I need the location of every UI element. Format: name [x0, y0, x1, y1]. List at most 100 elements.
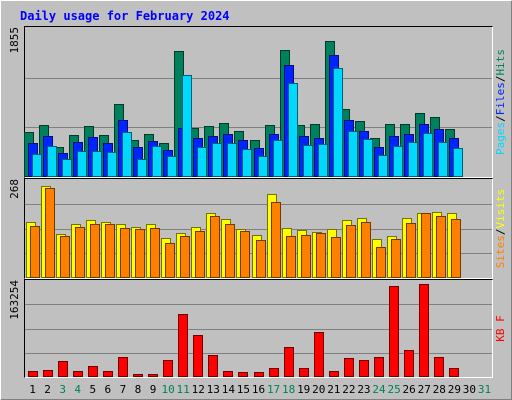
bar-sites-day-16	[256, 240, 266, 278]
bar-kb-f-day-23	[359, 360, 369, 377]
bar-pages-day-3	[62, 159, 72, 177]
bar-sites-day-29	[451, 219, 461, 278]
bar-sites-day-23	[361, 222, 371, 278]
bar-sites-day-24	[376, 247, 386, 278]
bar-pages-day-27	[423, 133, 433, 177]
bar-pages-day-16	[258, 156, 268, 177]
bar-pages-day-28	[438, 142, 448, 177]
bar-sites-day-17	[271, 202, 281, 278]
bar-sites-day-15	[240, 231, 250, 278]
bar-kb-f-day-16	[254, 372, 264, 377]
x-tick-label-day-3: 3	[59, 383, 66, 396]
bar-sites-day-1	[30, 226, 40, 278]
bar-pages-day-4	[77, 151, 87, 177]
bar-sites-day-8	[135, 229, 145, 278]
bar-kb-f-day-21	[329, 371, 339, 377]
bar-pages-day-20	[318, 144, 328, 177]
x-tick-label-day-26: 26	[403, 383, 416, 396]
bar-sites-day-9	[150, 228, 160, 278]
x-tick-label-day-27: 27	[418, 383, 431, 396]
bar-sites-day-28	[436, 216, 446, 278]
middle-plot-border-light	[25, 179, 493, 279]
top-plot-border-light	[25, 27, 493, 178]
top-plot-border-dark	[24, 26, 493, 178]
bottom-ymax-label: 163254	[8, 280, 21, 320]
bar-kb-f-day-12	[193, 335, 203, 377]
x-tick-label-day-30: 30	[463, 383, 476, 396]
x-tick-label-day-28: 28	[433, 383, 446, 396]
bar-pages-day-7	[122, 132, 132, 177]
chart-title: Daily usage for February 2024	[20, 9, 230, 23]
bar-pages-day-29	[453, 148, 463, 177]
bar-kb-f-day-22	[344, 358, 354, 377]
bar-pages-day-18	[288, 83, 298, 177]
legend-entry: Files	[494, 82, 507, 115]
x-tick-label-day-18: 18	[282, 383, 295, 396]
bar-sites-day-4	[75, 227, 85, 278]
bar-kb-f-day-25	[389, 286, 399, 377]
middle-panel: 268 Sites/Visits	[8, 178, 507, 279]
legend-entry: /	[494, 76, 507, 83]
bar-pages-day-15	[242, 149, 252, 177]
middle-plot-border-dark	[24, 178, 493, 279]
bar-sites-day-25	[391, 239, 401, 278]
x-tick-label-day-7: 7	[120, 383, 127, 396]
bar-pages-day-10	[167, 156, 177, 177]
legend-entry: Visits	[494, 189, 507, 229]
bottom-plot-area	[25, 280, 492, 377]
bar-sites-day-10	[165, 243, 175, 278]
bar-sites-day-14	[225, 224, 235, 278]
bar-pages-day-25	[393, 146, 403, 177]
bar-sites-day-7	[120, 228, 130, 278]
x-tick-label-day-25: 25	[387, 383, 400, 396]
bar-pages-day-14	[227, 143, 237, 177]
bar-sites-day-11	[180, 236, 190, 278]
bottom-plot-border-dark	[24, 279, 493, 378]
x-tick-label-day-22: 22	[342, 383, 355, 396]
x-tick-label-day-10: 10	[161, 383, 174, 396]
legend-entry: F	[494, 315, 507, 322]
bar-sites-day-12	[195, 231, 205, 278]
bar-sites-day-27	[421, 213, 431, 278]
chart-panels: 1855Pages/Files/Hits268Sites/Visits16325…	[8, 26, 507, 378]
x-tick-label-day-31: 31	[478, 383, 491, 396]
x-tick-label-day-12: 12	[192, 383, 205, 396]
bar-pages-day-2	[47, 146, 57, 177]
bar-kb-f-day-17	[269, 368, 279, 377]
bar-kb-f-day-28	[434, 357, 444, 377]
bar-sites-day-20	[316, 233, 326, 278]
bottom-plot-border-light	[25, 280, 493, 378]
bar-pages-day-6	[107, 152, 117, 177]
bar-pages-day-23	[363, 139, 373, 177]
bar-kb-f-day-14	[223, 371, 233, 377]
bar-sites-day-22	[346, 225, 356, 278]
bar-kb-f-day-20	[314, 332, 324, 377]
bar-kb-f-day-3	[58, 361, 68, 377]
x-tick-label-day-6: 6	[105, 383, 112, 396]
bar-kb-f-day-24	[374, 357, 384, 377]
bar-kb-f-day-27	[419, 284, 429, 377]
legend-entry: Pages	[494, 122, 507, 155]
x-tick-label-day-24: 24	[372, 383, 386, 396]
x-tick-label-day-9: 9	[150, 383, 157, 396]
top-legend: Pages/Files/Hits	[494, 49, 507, 155]
bar-sites-day-13	[210, 216, 220, 278]
x-tick-label-day-19: 19	[297, 383, 310, 396]
x-tick-label-day-2: 2	[44, 383, 51, 396]
bar-pages-day-13	[212, 143, 222, 177]
bar-pages-day-11	[182, 75, 192, 177]
bar-kb-f-day-29	[449, 368, 459, 377]
bar-kb-f-day-9	[148, 374, 158, 377]
bottom-panel: 163254 KB F	[8, 279, 507, 378]
bar-sites-day-19	[301, 235, 311, 278]
x-tick-label-day-23: 23	[357, 383, 370, 396]
x-tick-label-day-20: 20	[312, 383, 325, 396]
legend-entry: Sites	[494, 235, 507, 268]
x-tick-label-day-17: 17	[267, 383, 280, 396]
legend-entry: KB	[494, 328, 507, 342]
bar-kb-f-day-13	[208, 355, 218, 377]
legend-entry: /	[494, 115, 507, 122]
bar-kb-f-day-26	[404, 350, 414, 377]
